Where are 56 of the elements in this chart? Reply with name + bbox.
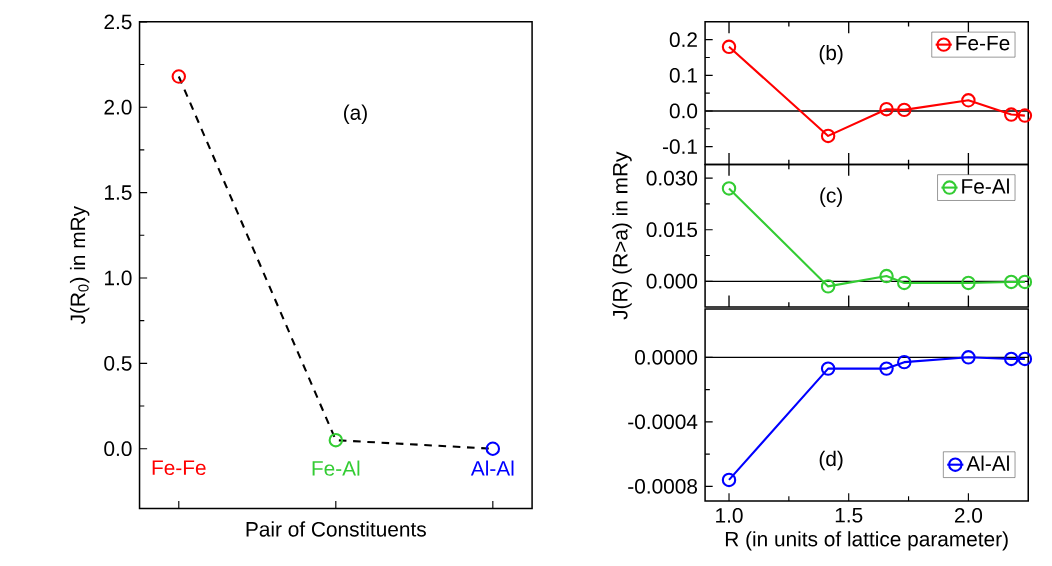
annotation: (d) (819, 450, 843, 471)
point (879, 268, 894, 284)
point (879, 101, 894, 117)
point (879, 361, 894, 376)
y-tick-label: 1.5 (105, 185, 132, 200)
annotation: (a) (344, 104, 367, 124)
point (961, 275, 976, 290)
y-tick-label: 0.0 (669, 103, 698, 119)
y-tick-label: 0.5 (104, 355, 132, 371)
x-axis-title: R (in units of lattice parameter) (725, 530, 1008, 551)
y-tick-label: 0.0000 (635, 349, 698, 365)
point (1004, 107, 1019, 122)
point (1004, 351, 1019, 366)
y-tick-label: 2.0 (104, 99, 132, 115)
y-axis-title: J(R$_{0}$) in mRy (69, 205, 90, 324)
y-tick-label: 0.015 (646, 222, 698, 237)
x-tick-label: Al-Al (470, 460, 514, 476)
point (485, 441, 501, 456)
point (328, 432, 344, 448)
y-tick-label: -0.0004 (628, 414, 698, 429)
y-tick-label: 1.0 (105, 270, 132, 286)
point (1017, 351, 1033, 366)
point (721, 472, 737, 487)
point (820, 361, 836, 376)
point (1017, 274, 1033, 289)
annotation: (c) (820, 187, 842, 207)
y-tick-label: 0.1 (669, 67, 697, 83)
legend-label: Fe-Fe (956, 35, 1010, 51)
x-axis-title: Pair of Constituents (246, 521, 426, 537)
point (1017, 108, 1033, 123)
point (1004, 274, 1019, 289)
y-tick-label: 0.0 (104, 441, 132, 456)
point (171, 69, 187, 84)
y-tick-label: 0.000 (646, 273, 698, 289)
x-tick-label: Fe-Al (312, 460, 360, 476)
x-tick-label: Fe-Fe (152, 460, 206, 475)
y-tick-label: 0.2 (669, 32, 697, 47)
point (897, 354, 912, 370)
point (961, 349, 976, 365)
y-tick-label: 0.030 (646, 170, 698, 186)
x-tick-label: 1.5 (835, 507, 863, 523)
point (961, 92, 976, 108)
legend-label: Fe-Al (962, 178, 1009, 194)
point (721, 39, 737, 54)
point (897, 102, 912, 117)
y-tick-label: 2.5 (104, 14, 132, 29)
point (721, 181, 737, 196)
y-tick-label: -0.1 (662, 138, 697, 154)
x-tick-label: 1.0 (716, 507, 743, 523)
y-axis-title: J(R) (R>a) in mRy (612, 151, 632, 320)
point (820, 278, 836, 294)
point (820, 128, 836, 143)
x-tick-label: 2.0 (954, 507, 983, 523)
point (897, 275, 912, 290)
y-tick-label: -0.0008 (628, 478, 698, 494)
annotation: (b) (819, 44, 843, 65)
